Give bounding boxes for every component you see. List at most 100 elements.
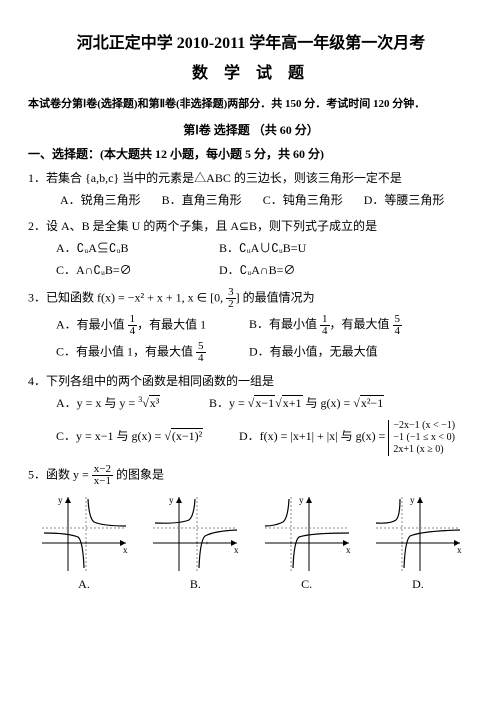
q1-opt-c: C．钝角三角形 [263, 191, 343, 209]
q3-opt-c: C．有最小值 1，有最大值 54 [56, 341, 246, 364]
q3-b-frac1: 14 [320, 314, 330, 337]
q5-graph-b: x y B. [149, 493, 241, 593]
q5-label-a: A. [38, 575, 130, 593]
question-2: 2．设 A、B 是全集 U 的两个子集，且 A⊆B，则下列式子成立的是 A．∁ᵤ… [28, 217, 474, 279]
q4-b-mid: 与 g(x) = [303, 396, 354, 410]
q3-b-num2: 5 [393, 314, 403, 326]
q4-b-sqrt2: x+1 [275, 394, 302, 412]
q3-b-frac2: 54 [393, 314, 403, 337]
q5-den: x−1 [92, 476, 113, 487]
question-4: 4．下列各组中的两个函数是相同函数的一组是 A．y = x 与 y = 3x³ … [28, 372, 474, 456]
q3-b-pre: B．有最小值 [249, 317, 320, 331]
q4-opt-b: B．y = x−1 x+1 与 g(x) = x²−1 [209, 396, 384, 410]
q2-options-row2: C．A∩∁ᵤB=∅ D．∁ᵤA∩B=∅ [28, 261, 474, 279]
q5-stem: 5．函数 y = x−2x−1 的图象是 [28, 464, 474, 487]
q1-options: A．锐角三角形 B．直角三角形 C．钝角三角形 D．等腰三角形 [28, 191, 474, 209]
q4-b-rad1: x−1 [254, 395, 275, 410]
q3-options-row1: A．有最小值 14，有最大值 1 B．有最小值 14，有最大值 54 [28, 314, 474, 337]
q5-graphs: x y A. x y B. [28, 493, 474, 593]
q5-label-b: B. [149, 575, 241, 593]
q5-graph-a: x y A. [38, 493, 130, 593]
q4-b-sqrt1: x−1 [248, 394, 275, 412]
q5-label-c: C. [261, 575, 353, 593]
exam-subject: 数 学 试 题 [28, 62, 474, 86]
q4-opt-a: A．y = x 与 y = 3x³ [56, 394, 206, 412]
q2-options-row1: A．∁ᵤA⊆∁ᵤB B．∁ᵤA∪∁ᵤB=U [28, 239, 474, 257]
svg-text:y: y [169, 495, 174, 505]
q4-stem: 4．下列各组中的两个函数是相同函数的一组是 [28, 372, 474, 390]
q5-graph-c-svg: x y [261, 493, 353, 575]
q4-d-pre: D．f(x) = |x+1| + |x| 与 g(x) = [239, 429, 388, 443]
q3-stem-pre: 3．已知函数 f(x) = −x² + x + 1, x ∈ [0, [28, 290, 226, 304]
question-5: 5．函数 y = x−2x−1 的图象是 x y A. [28, 464, 474, 593]
q4-d-cases: −2x−1 (x < −1) −1 (−1 ≤ x < 0) 2x+1 (x ≥… [388, 420, 455, 456]
svg-text:y: y [410, 495, 415, 505]
q5-graph-d-svg: x y [372, 493, 464, 575]
q3-a-frac: 14 [128, 314, 138, 337]
svg-text:x: x [457, 545, 462, 555]
q4-a-rad: x³ [149, 395, 161, 410]
q3-a-den: 4 [128, 326, 138, 337]
q5-frac: x−2x−1 [92, 464, 113, 487]
q3-options-row2: C．有最小值 1，有最大值 54 D．有最小值，无最大值 [28, 341, 474, 364]
q3-c-frac: 54 [196, 341, 206, 364]
q3-b-den1: 4 [320, 326, 330, 337]
q1-opt-d: D．等腰三角形 [364, 191, 445, 209]
section1-header: 一、选择题：(本大题共 12 小题，每小题 5 分，共 60 分) [28, 145, 474, 163]
q4-d-case3: 2x+1 (x ≥ 0) [393, 444, 455, 456]
q3-frac-num: 3 [226, 287, 236, 299]
q4-a-sqrt: x³ [142, 394, 160, 412]
q1-opt-b: B．直角三角形 [162, 191, 242, 209]
q3-c-num: 5 [196, 341, 206, 353]
q4-b-pre: B．y = [209, 396, 248, 410]
q3-opt-a: A．有最小值 14，有最大值 1 [56, 314, 246, 337]
q4-b-sqrt3: x²−1 [353, 394, 384, 412]
svg-text:y: y [58, 495, 63, 505]
q4-a-pre: A．y = x 与 y = [56, 396, 138, 410]
q4-b-rad2: x+1 [282, 395, 303, 410]
q3-a-num: 1 [128, 314, 138, 326]
q5-graph-c: x y C. [261, 493, 353, 593]
q1-opt-a: A．锐角三角形 [60, 191, 141, 209]
exam-title: 河北正定中学 2010-2011 学年高一年级第一次月考 [28, 32, 474, 56]
svg-text:x: x [234, 545, 239, 555]
q2-opt-a: A．∁ᵤA⊆∁ᵤB [56, 239, 216, 257]
q3-c-pre: C．有最小值 1，有最大值 [56, 344, 196, 358]
svg-text:x: x [346, 545, 351, 555]
q4-opt-d: D．f(x) = |x+1| + |x| 与 g(x) = −2x−1 (x <… [239, 429, 455, 443]
q3-b-num1: 1 [320, 314, 330, 326]
svg-text:y: y [299, 495, 304, 505]
q3-stem: 3．已知函数 f(x) = −x² + x + 1, x ∈ [0, 32] 的… [28, 287, 474, 310]
part1-header: 第Ⅰ卷 选择题 （共 60 分） [28, 121, 474, 139]
q3-frac-den: 2 [226, 299, 236, 310]
question-1: 1．若集合 {a,b,c} 当中的元素是△ABC 的三边长，则该三角形一定不是 … [28, 169, 474, 209]
q4-c-rad: (x−1)² [171, 428, 203, 443]
svg-text:x: x [123, 545, 128, 555]
q2-opt-c: C．A∩∁ᵤB=∅ [56, 261, 216, 279]
q4-c-sqrt: (x−1)² [164, 427, 203, 445]
q5-graph-b-svg: x y [149, 493, 241, 575]
q3-opt-d: D．有最小值，无最大值 [249, 344, 378, 358]
q5-stem-post: 的图象是 [113, 467, 164, 481]
q5-graph-a-svg: x y [38, 493, 130, 575]
exam-instruction: 本试卷分第Ⅰ卷(选择题)和第Ⅱ卷(非选择题)两部分．共 150 分．考试时间 1… [28, 96, 474, 113]
q3-b-mid: ，有最大值 [330, 317, 393, 331]
q4-options-row1: A．y = x 与 y = 3x³ B．y = x−1 x+1 与 g(x) = … [28, 394, 474, 412]
q4-d-case1: −2x−1 (x < −1) [393, 420, 455, 432]
q3-c-den: 4 [196, 353, 206, 364]
q4-c-pre: C．y = x−1 与 g(x) = [56, 429, 164, 443]
q3-opt-b: B．有最小值 14，有最大值 54 [249, 317, 402, 331]
q5-num: x−2 [92, 464, 113, 476]
q3-b-den2: 4 [393, 326, 403, 337]
q5-stem-pre: 5．函数 y = [28, 467, 92, 481]
q5-label-d: D. [372, 575, 464, 593]
q4-options-row2: C．y = x−1 与 g(x) = (x−1)² D．f(x) = |x+1|… [28, 420, 474, 456]
q3-a-pre: A．有最小值 [56, 317, 128, 331]
question-3: 3．已知函数 f(x) = −x² + x + 1, x ∈ [0, 32] 的… [28, 287, 474, 364]
q3-stem-post: ] 的最值情况为 [236, 290, 315, 304]
q1-stem: 1．若集合 {a,b,c} 当中的元素是△ABC 的三边长，则该三角形一定不是 [28, 169, 474, 187]
q2-opt-d: D．∁ᵤA∩B=∅ [219, 263, 295, 277]
q3-a-mid: ，有最大值 1 [137, 317, 206, 331]
q2-opt-b: B．∁ᵤA∪∁ᵤB=U [219, 241, 306, 255]
q2-stem: 2．设 A、B 是全集 U 的两个子集，且 A⊆B，则下列式子成立的是 [28, 217, 474, 235]
